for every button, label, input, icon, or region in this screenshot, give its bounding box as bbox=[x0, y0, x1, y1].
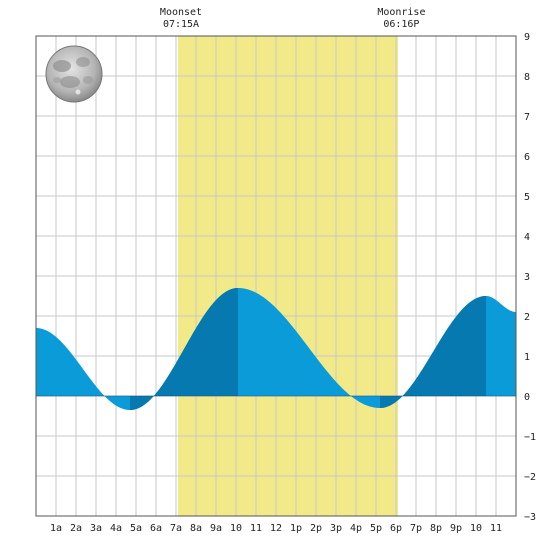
x-tick-label: 5a bbox=[130, 523, 142, 534]
grid bbox=[36, 36, 516, 516]
x-tick-label: 6p bbox=[390, 523, 402, 534]
x-tick-label: 3a bbox=[90, 523, 102, 534]
x-tick-label: 3p bbox=[330, 523, 342, 534]
y-tick-label: −2 bbox=[524, 472, 536, 483]
y-tick-label: 8 bbox=[524, 72, 530, 83]
x-tick-label: 8a bbox=[190, 523, 202, 534]
event-name-label: Moonset bbox=[160, 7, 202, 18]
x-tick-label: 4p bbox=[350, 523, 362, 534]
x-tick-label: 11 bbox=[490, 523, 502, 534]
y-tick-label: 7 bbox=[524, 112, 530, 123]
event-time-label: 07:15A bbox=[163, 19, 199, 30]
x-tick-label: 4a bbox=[110, 523, 122, 534]
x-tick-label: 10 bbox=[470, 523, 482, 534]
x-tick-label: 7a bbox=[170, 523, 182, 534]
y-tick-label: −1 bbox=[524, 432, 536, 443]
plot-frame bbox=[35, 35, 517, 517]
event-name-label: Moonrise bbox=[377, 7, 425, 18]
y-tick-label: −3 bbox=[524, 512, 536, 523]
x-tick-labels: 1a 2a 3a 4a 5a 6a 7a 8a 9a 10 11 12 1p 2p 3p 4p 5p 6p 7p 8p… bbox=[50, 523, 502, 534]
x-tick-label: 2a bbox=[70, 523, 82, 534]
full-moon-icon bbox=[45, 45, 103, 103]
tide-rising-area bbox=[380, 296, 486, 408]
y-tick-labels: −3 −2 −1 0 1 2 3 4 5 6 7 8 9 bbox=[524, 32, 536, 523]
x-tick-label: 6a bbox=[150, 523, 162, 534]
x-tick-label: 2p bbox=[310, 523, 322, 534]
y-tick-label: 3 bbox=[524, 272, 530, 283]
y-tick-label: 9 bbox=[524, 32, 530, 43]
y-tick-label: 6 bbox=[524, 152, 530, 163]
x-tick-label: 9a bbox=[210, 523, 222, 534]
x-tick-label: 9p bbox=[450, 523, 462, 534]
y-tick-label: 5 bbox=[524, 192, 530, 203]
y-tick-label: 0 bbox=[524, 392, 530, 403]
x-tick-label: 8p bbox=[430, 523, 442, 534]
x-tick-label: 7p bbox=[410, 523, 422, 534]
x-tick-label: 1p bbox=[290, 523, 302, 534]
x-tick-label: 11 bbox=[250, 523, 262, 534]
tide-rising-segments bbox=[130, 288, 486, 410]
tide-rising-area bbox=[130, 288, 238, 410]
y-tick-label: 4 bbox=[524, 232, 530, 243]
tide-area bbox=[36, 288, 516, 410]
y-tick-label: 1 bbox=[524, 352, 530, 363]
x-tick-label: 12 bbox=[270, 523, 282, 534]
event-time-label: 06:16P bbox=[383, 19, 419, 30]
x-tick-label: 1a bbox=[50, 523, 62, 534]
y-tick-label: 2 bbox=[524, 312, 530, 323]
x-tick-label: 5p bbox=[370, 523, 382, 534]
x-tick-label: 10 bbox=[230, 523, 242, 534]
